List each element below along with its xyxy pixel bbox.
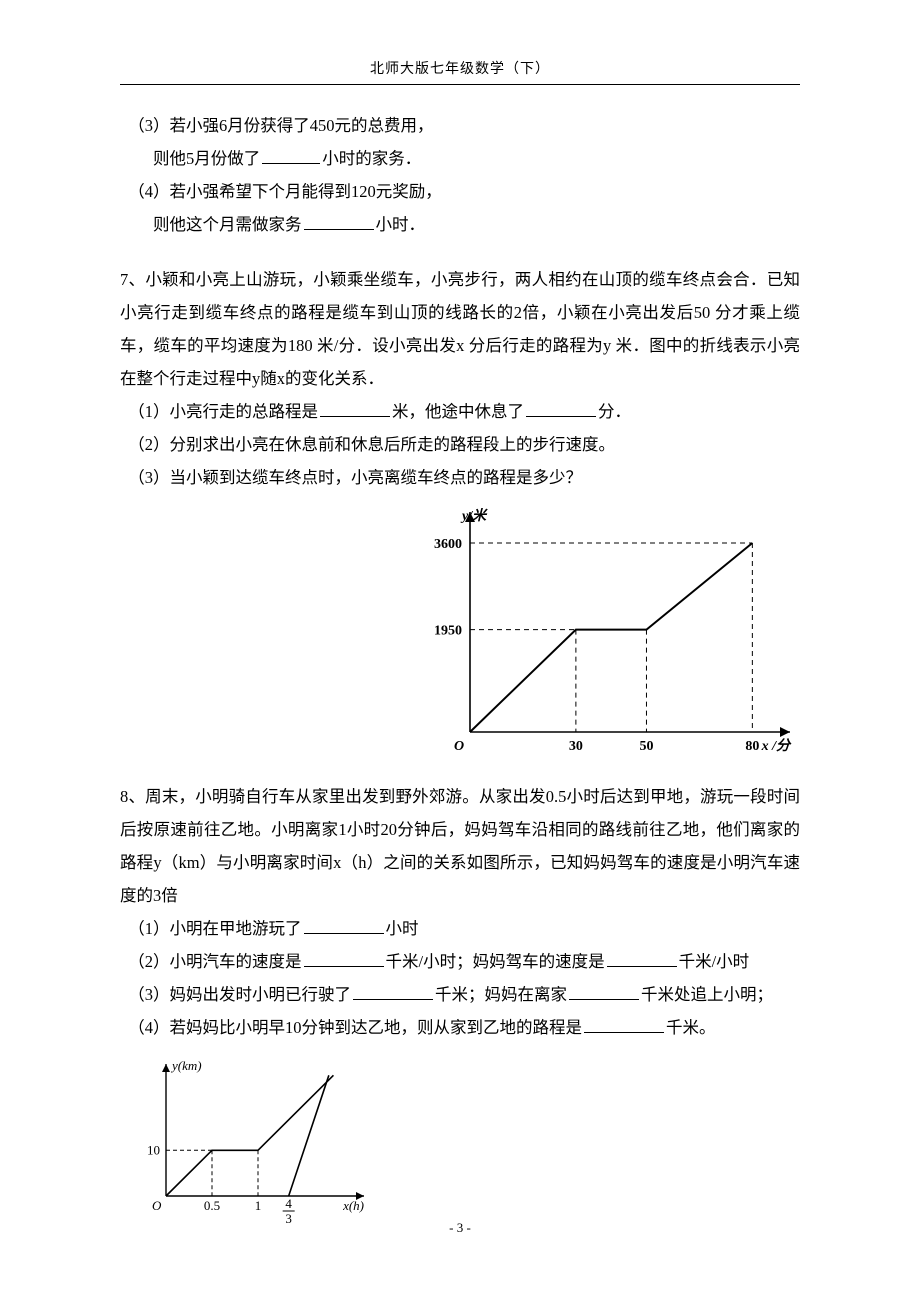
page-number: - 3 - — [449, 1220, 471, 1235]
svg-text:1: 1 — [255, 1198, 262, 1213]
q7-lead-text: 7、小颖和小亮上山游玩，小颖乘坐缆车，小亮步行，两人相约在山顶的缆车终点会合．已… — [120, 263, 800, 395]
q7-p3: （3）当小颖到达缆车终点时，小亮离缆车终点的路程是多少？ — [120, 461, 800, 494]
q7-chart-wrap: Oy/米 x /分 1950 3600 30 50 80 — [120, 502, 810, 762]
blank-q8-2b[interactable] — [607, 950, 677, 968]
header-rule — [120, 84, 800, 85]
q8-p2-c: 千米/小时 — [679, 952, 750, 971]
q8-lead-text: 8、周末，小明骑自行车从家里出发到野外郊游。从家出发0.5小时后达到甲地，游玩一… — [120, 787, 800, 905]
q6-p3-line2: 则他5月份做了 小时的家务． — [120, 142, 800, 175]
svg-text:y/米: y/米 — [460, 507, 488, 524]
q7-p1: （1）小亮行走的总路程是 米，他途中休息了 分． — [120, 395, 800, 428]
blank-q8-4[interactable] — [584, 1016, 664, 1034]
svg-text:O: O — [454, 739, 464, 754]
q8-p3-c: 千米处追上小明； — [641, 985, 773, 1004]
blank-q6-4[interactable] — [304, 213, 374, 231]
q6-p4-text-a: 则他这个月需做家务 — [153, 215, 302, 234]
svg-text:0.5: 0.5 — [204, 1198, 220, 1213]
q8-p2-a: （2）小明汽车的速度是 — [128, 952, 301, 971]
q7-chart: Oy/米 x /分 1950 3600 30 50 80 — [400, 502, 800, 762]
q7-p1-b: 米，他途中休息了 — [392, 402, 524, 421]
svg-text:10: 10 — [147, 1142, 160, 1157]
page: 北师大版七年级数学（下） （3）若小强6月份获得了450元的总费用， 则他5月份… — [0, 0, 920, 1302]
q8-p1: （1）小明在甲地游玩了 小时 — [120, 912, 800, 945]
svg-text:x /分: x /分 — [761, 738, 792, 754]
q8-p3-a: （3）妈妈出发时小明已行驶了 — [128, 985, 351, 1004]
q8-p1-a: （1）小明在甲地游玩了 — [128, 919, 301, 938]
q6-p3-text-a: 则他5月份做了 — [153, 149, 260, 168]
q8-lead: 8、周末，小明骑自行车从家里出发到野外郊游。从家出发0.5小时后达到甲地，游玩一… — [120, 780, 800, 912]
svg-text:80: 80 — [745, 739, 759, 754]
svg-text:x(h): x(h) — [342, 1198, 364, 1213]
blank-q8-1[interactable] — [304, 917, 384, 935]
q8-p2-b: 千米/小时；妈妈驾车的速度是 — [386, 952, 605, 971]
q7-p2: （2）分别求出小亮在休息前和休息后所走的路程段上的步行速度。 — [120, 428, 800, 461]
q8-chart: Oy(km)x(h)100.5143 — [130, 1056, 370, 1226]
svg-text:y(km): y(km) — [170, 1058, 202, 1073]
q8-p3: （3）妈妈出发时小明已行驶了 千米；妈妈在离家 千米处追上小明； — [120, 978, 800, 1011]
blank-q8-2a[interactable] — [304, 950, 384, 968]
page-header: 北师大版七年级数学（下） — [120, 58, 800, 82]
gap-1 — [120, 241, 800, 263]
header-title: 北师大版七年级数学（下） — [370, 62, 550, 77]
q8-p4-b: 千米。 — [666, 1018, 716, 1037]
svg-text:4: 4 — [285, 1196, 292, 1211]
blank-q8-3a[interactable] — [353, 983, 433, 1001]
q7-lead: 7、小颖和小亮上山游玩，小颖乘坐缆车，小亮步行，两人相约在山顶的缆车终点会合．已… — [120, 263, 800, 395]
q6-p3-line1: （3）若小强6月份获得了450元的总费用， — [120, 109, 800, 142]
svg-text:3600: 3600 — [434, 537, 462, 552]
q6-p4-line2: 则他这个月需做家务 小时． — [120, 208, 800, 241]
q6-p4-text-b: 小时． — [376, 215, 426, 234]
svg-text:O: O — [152, 1198, 162, 1213]
blank-q7-1b[interactable] — [526, 400, 596, 418]
svg-text:30: 30 — [569, 739, 583, 754]
blank-q7-1a[interactable] — [320, 400, 390, 418]
content: （3）若小强6月份获得了450元的总费用， 则他5月份做了 小时的家务． （4）若… — [120, 109, 800, 1237]
q6-p4-line1: （4）若小强希望下个月能得到120元奖励， — [120, 175, 800, 208]
svg-text:50: 50 — [639, 739, 653, 754]
blank-q8-3b[interactable] — [569, 983, 639, 1001]
q7-p1-a: （1）小亮行走的总路程是 — [128, 402, 318, 421]
q7-lead-inner: 7、小颖和小亮上山游玩，小颖乘坐缆车，小亮步行，两人相约在山顶的缆车终点会合．已… — [120, 263, 800, 395]
q8-p1-b: 小时 — [386, 919, 419, 938]
q8-p3-b: 千米；妈妈在离家 — [435, 985, 567, 1004]
q7-p1-c: 分． — [598, 402, 631, 421]
page-footer: - 3 - — [0, 1220, 920, 1236]
q8-chart-wrap: Oy(km)x(h)100.5143 — [120, 1056, 800, 1237]
q8-p4-a: （4）若妈妈比小明早10分钟到达乙地，则从家到乙地的路程是 — [128, 1018, 582, 1037]
blank-q6-3[interactable] — [262, 147, 320, 165]
q8-p4: （4）若妈妈比小明早10分钟到达乙地，则从家到乙地的路程是 千米。 — [120, 1011, 800, 1044]
q8-p2: （2）小明汽车的速度是 千米/小时；妈妈驾车的速度是 千米/小时 — [120, 945, 800, 978]
svg-text:1950: 1950 — [434, 624, 462, 639]
q6-p3-text-b: 小时的家务． — [322, 149, 421, 168]
